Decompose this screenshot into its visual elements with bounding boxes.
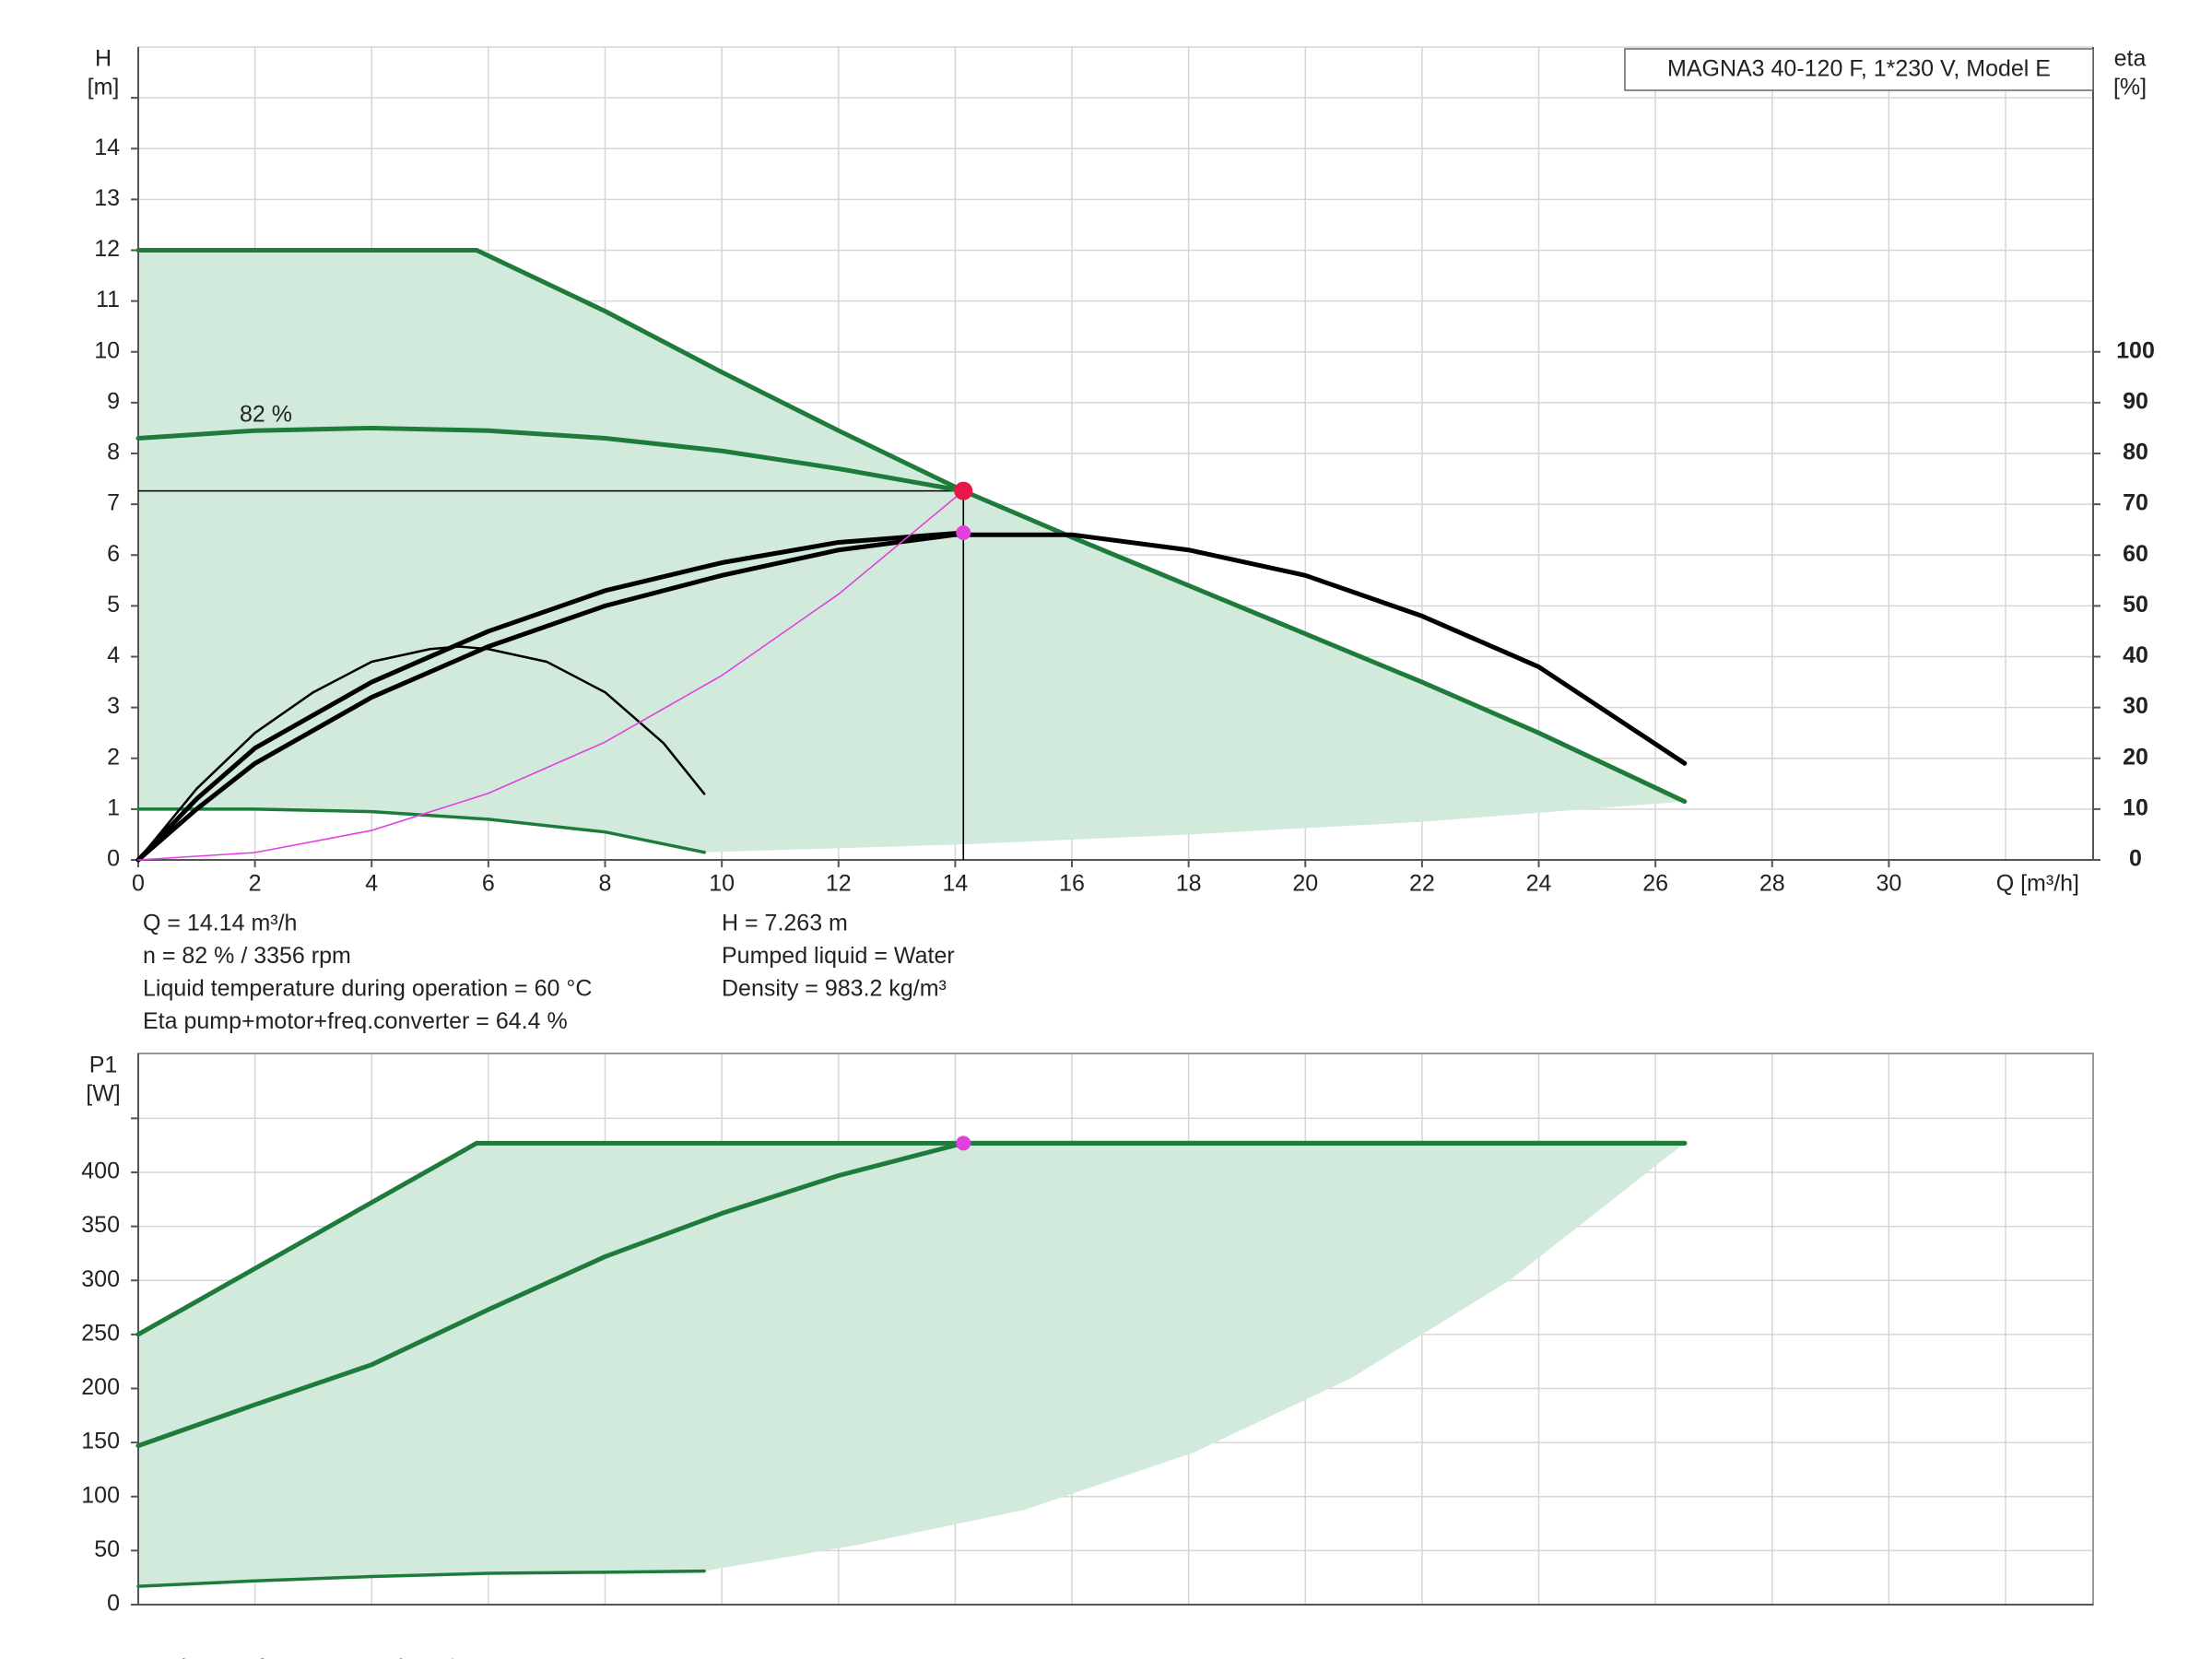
curve — [135, 530, 966, 863]
info-text: Density = 983.2 kg/m³ — [722, 976, 947, 1002]
y2-tick-label: 30 — [2123, 693, 2148, 719]
y2-tick-label: 60 — [2123, 541, 2148, 567]
x-tick-label: 4 — [365, 871, 378, 897]
duty-point — [956, 1135, 971, 1151]
x-tick-label: 6 — [482, 871, 495, 897]
x-tick-label: 28 — [1759, 871, 1785, 897]
x-tick-label: 18 — [1176, 871, 1202, 897]
y2-tick-label: 10 — [2123, 794, 2148, 820]
y-tick-label: 5 — [107, 592, 120, 618]
x-tick-label: 30 — [1876, 871, 1901, 897]
curve — [136, 645, 706, 862]
y-tick-label: 2 — [107, 744, 120, 770]
curve — [137, 489, 965, 861]
x-tick-label: 26 — [1642, 871, 1668, 897]
y-tick-label: 8 — [107, 440, 120, 465]
y-tick-label: 1 — [107, 794, 120, 820]
y-tick-label: 100 — [81, 1482, 120, 1508]
info-text: H = 7.263 m — [722, 911, 848, 936]
y2-tick-label: 80 — [2123, 440, 2148, 465]
y-tick-label: 0 — [107, 846, 120, 872]
y-tick-label: 250 — [81, 1320, 120, 1346]
y-tick-label: 14 — [94, 135, 120, 160]
y-tick-label: 200 — [81, 1374, 120, 1400]
y2-tick-label: 70 — [2123, 490, 2148, 516]
y2-tick-label: 50 — [2123, 592, 2148, 618]
info-text: Liquid temperature during operation = 60… — [143, 976, 592, 1002]
curve — [136, 807, 706, 854]
y-tick-label: 150 — [81, 1429, 120, 1454]
y-tick-label: 3 — [107, 693, 120, 719]
y-tick-label: 50 — [94, 1536, 120, 1562]
y-tick-label: 13 — [94, 185, 120, 211]
annotation: 82 % — [240, 402, 292, 428]
chart-title: MAGNA3 40-120 F, 1*230 V, Model E — [1667, 56, 2051, 82]
x-tick-label: 2 — [249, 871, 262, 897]
y-tick-label: 300 — [81, 1266, 120, 1292]
info-text: P1 (motor+freq.converter) = 427 W — [143, 1655, 500, 1659]
y2-tick-label: 40 — [2123, 642, 2148, 668]
x-tick-label: 12 — [826, 871, 852, 897]
x-tick-label: 22 — [1409, 871, 1435, 897]
y2-tick-label: 0 — [2129, 846, 2142, 872]
x-tick-label: 0 — [132, 871, 145, 897]
info-text: Eta pump+motor+freq.converter = 64.4 % — [143, 1008, 568, 1034]
x-axis-label: Q [m³/h] — [1996, 871, 2079, 897]
x-tick-label: 14 — [942, 871, 968, 897]
x-tick-label: 24 — [1526, 871, 1552, 897]
y-axis-label: [m] — [88, 75, 120, 100]
y2-axis-label: [%] — [2113, 75, 2147, 100]
duty-point — [956, 524, 971, 540]
y-tick-label: 400 — [81, 1159, 120, 1184]
x-tick-label: 8 — [599, 871, 612, 897]
y-tick-label: 7 — [107, 490, 120, 516]
y-axis-label: [W] — [86, 1081, 121, 1107]
y-tick-label: 12 — [94, 236, 120, 262]
y-tick-label: 11 — [96, 287, 120, 312]
y-axis-label: H — [95, 46, 112, 72]
y2-tick-label: 20 — [2123, 744, 2148, 770]
info-text: n = 82 % / 3356 rpm — [143, 943, 351, 969]
y-tick-label: 6 — [107, 541, 120, 567]
curve — [136, 1569, 706, 1588]
info-text: Pumped liquid = Water — [722, 943, 955, 969]
duty-point — [954, 481, 973, 500]
y2-tick-label: 100 — [2116, 337, 2155, 363]
title-box — [1624, 48, 2094, 91]
y-tick-label: 350 — [81, 1212, 120, 1238]
y-tick-label: 4 — [107, 642, 120, 668]
y2-tick-label: 90 — [2123, 388, 2148, 414]
operating-range — [138, 250, 1685, 853]
x-tick-label: 20 — [1292, 871, 1318, 897]
curve — [135, 248, 1688, 805]
y-axis-label: P1 — [89, 1053, 118, 1078]
curve — [135, 1140, 1688, 1449]
operating-range — [138, 1143, 1685, 1587]
x-tick-label: 10 — [709, 871, 735, 897]
info-text: Q = 14.14 m³/h — [143, 911, 297, 936]
y-tick-label: 10 — [94, 337, 120, 363]
x-tick-label: 16 — [1059, 871, 1085, 897]
y-tick-label: 0 — [107, 1591, 120, 1617]
curve — [135, 532, 1688, 863]
y-tick-label: 9 — [107, 388, 120, 414]
curve — [135, 425, 966, 494]
y2-axis-label: eta — [2114, 46, 2147, 72]
